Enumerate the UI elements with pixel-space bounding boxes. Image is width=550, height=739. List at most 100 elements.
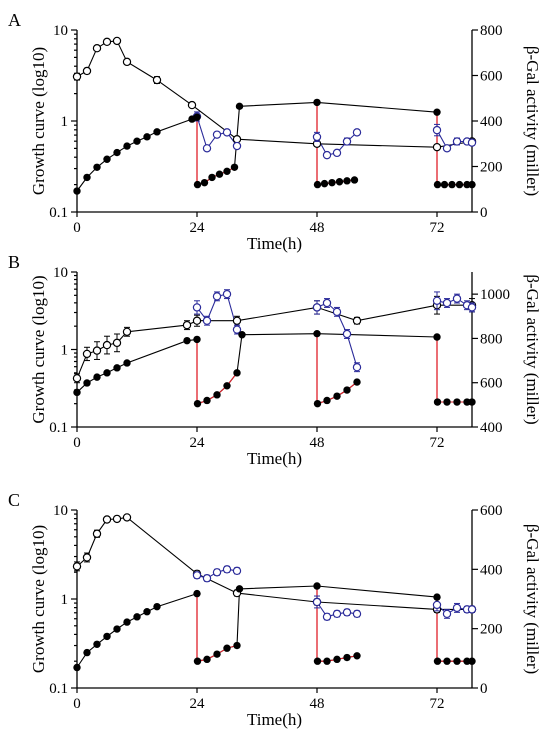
panel-label: C [8, 490, 20, 510]
growth-point [103, 156, 110, 163]
beta-gal-point [203, 145, 210, 152]
x-tick-label: 24 [190, 220, 206, 236]
growth-point [323, 658, 330, 665]
y-axis-title: Growth curve (log10) [29, 47, 48, 195]
growth-point [73, 664, 80, 671]
y-tick-label: 0.1 [49, 681, 68, 697]
growth-point [203, 656, 210, 663]
growth-point [83, 379, 90, 386]
growth-point [93, 164, 100, 171]
growth-point [143, 133, 150, 140]
growth-point [233, 369, 240, 376]
beta-gal-point [153, 76, 160, 83]
beta-gal-point [73, 73, 80, 80]
x-axis-title: Time(h) [247, 234, 302, 253]
beta-gal-point [188, 101, 195, 108]
growth-point [123, 142, 130, 149]
beta-gal-point [453, 138, 460, 145]
beta-gal-point [113, 37, 120, 44]
growth-point [133, 613, 140, 620]
beta-gal-point [323, 299, 330, 306]
growth-point [313, 99, 320, 106]
beta-gal-line [77, 517, 472, 609]
growth-point [468, 658, 475, 665]
growth-point [314, 181, 321, 188]
beta-gal-point [443, 299, 450, 306]
x-tick-label: 0 [73, 220, 81, 236]
beta-gal-point [113, 515, 120, 522]
growth-point [353, 378, 360, 385]
panel-a: A 0 24 48 72 Time(h) 0.1 1 10 Growth curve (log10… [8, 10, 542, 253]
beta-gal-point [183, 322, 190, 329]
y2-tick-label: 800 [480, 331, 503, 347]
growth-point [133, 137, 140, 144]
growth-point [201, 179, 208, 186]
growth-point [353, 652, 360, 659]
x-axis-title: Time(h) [247, 449, 302, 468]
y2-tick-label: 200 [480, 622, 503, 638]
growth-point [468, 181, 475, 188]
beta-gal-point [323, 152, 330, 159]
x-tick-label: 48 [310, 220, 325, 236]
beta-gal-point [123, 328, 130, 335]
growth-point [456, 181, 463, 188]
beta-gal-point [223, 129, 230, 136]
growth-point [336, 178, 343, 185]
growth-point [193, 336, 200, 343]
growth-curve-line [77, 594, 197, 668]
beta-gal-point [333, 610, 340, 617]
x-tick-label: 0 [73, 435, 81, 451]
beta-gal-point [123, 58, 130, 65]
y2-tick-label: 400 [480, 114, 503, 130]
growth-point [213, 650, 220, 657]
growth-point [441, 181, 448, 188]
beta-gal-point [113, 339, 120, 346]
y2-tick-label: 0 [480, 681, 488, 697]
growth-point [123, 618, 130, 625]
growth-point [83, 174, 90, 181]
growth-point [193, 114, 200, 121]
growth-point [216, 171, 223, 178]
growth-point [153, 128, 160, 135]
growth-point [193, 590, 200, 597]
growth-point [314, 658, 321, 665]
panel-c: C 0 24 48 72 Time(h) 0.1 1 10 Growth curve (log10… [8, 490, 542, 729]
beta-gal-point [203, 575, 210, 582]
growth-point [208, 174, 215, 181]
beta-gal-line [77, 305, 472, 378]
y-tick-label: 10 [53, 23, 68, 39]
beta-gal-point [93, 530, 100, 537]
growth-point [453, 398, 460, 405]
growth-point [93, 373, 100, 380]
growth-point [313, 582, 320, 589]
beta-gal-point [443, 145, 450, 152]
y2-tick-label: 400 [480, 420, 503, 436]
beta-gal-point [203, 317, 210, 324]
y2-axis-title: β-Gal activity (miller) [523, 46, 542, 196]
growth-point [328, 179, 335, 186]
y-tick-label: 1 [61, 343, 69, 359]
beta-gal-point [93, 347, 100, 354]
growth-point [343, 654, 350, 661]
beta-gal-point [193, 572, 200, 579]
y2-axis-title: β-Gal activity (miller) [523, 274, 542, 424]
beta-gal-point [223, 291, 230, 298]
growth-point [443, 658, 450, 665]
y2-tick-label: 400 [480, 562, 503, 578]
growth-point [123, 359, 130, 366]
growth-point [231, 164, 238, 171]
beta-gal-point [313, 304, 320, 311]
growth-point [194, 181, 201, 188]
growth-point [194, 658, 201, 665]
growth-point [113, 149, 120, 156]
y2-tick-label: 600 [480, 376, 503, 392]
x-tick-label: 48 [310, 435, 325, 451]
growth-point [213, 391, 220, 398]
growth-point [433, 333, 440, 340]
x-axis-title: Time(h) [247, 710, 302, 729]
growth-point [113, 625, 120, 632]
growth-point [333, 392, 340, 399]
growth-point [153, 603, 160, 610]
y2-tick-label: 200 [480, 160, 503, 176]
x-tick-label: 0 [73, 696, 81, 712]
